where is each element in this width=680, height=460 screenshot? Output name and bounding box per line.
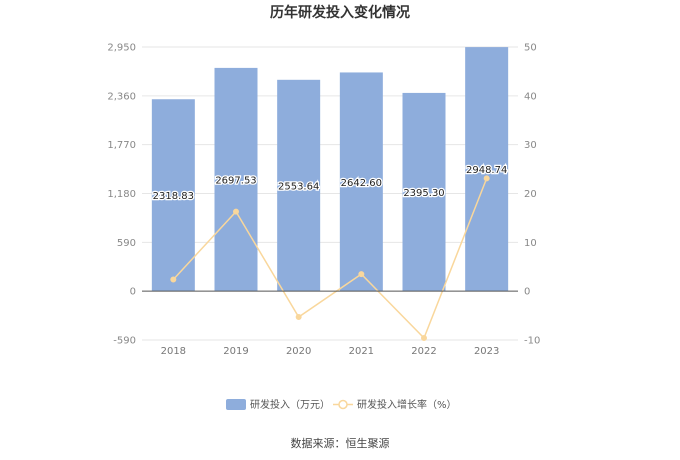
growth-point (421, 335, 427, 342)
axes-layer: -590 0 590 1,180 1,770 2,360 2,950 -10 0 10 20 30 40… (107, 43, 540, 358)
line-layer (170, 175, 490, 342)
x-tick-label: 2018 (161, 346, 186, 357)
legend: 研发投入（万元） 研发投入增长率（%） (226, 398, 457, 411)
y-left-tick-label: -590 (113, 336, 136, 347)
bar (339, 72, 383, 292)
y-left-tick-label: 0 (130, 287, 136, 298)
y-right-tick-label: -10 (524, 336, 540, 347)
y-left-tick-label: 2,950 (107, 43, 136, 54)
bar-data-label: 2553.64 (278, 181, 319, 192)
bar-data-label: 2697.53 (215, 176, 256, 187)
bar-data-label: 2395.30 (403, 188, 444, 199)
y-right-tick-label: 40 (524, 91, 537, 102)
legend-swatch-marker (338, 399, 348, 410)
legend-label-bar: 研发投入（万元） (250, 398, 330, 411)
x-tick-label: 2019 (223, 346, 248, 357)
bar-data-label: 2642.60 (341, 178, 382, 189)
growth-point (233, 208, 239, 215)
data-source: 数据来源：恒生聚源 (291, 436, 390, 450)
legend-label-line: 研发投入增长率（%） (357, 398, 457, 411)
growth-line (172, 178, 488, 340)
x-tick-label: 2020 (286, 346, 311, 357)
growth-point (483, 175, 490, 182)
labels-layer: 2318.83 2697.53 2553.64 2642.60 2395.30 2948.… (151, 164, 508, 204)
growth-point (358, 271, 365, 278)
y-right-tick-label: 50 (524, 43, 537, 54)
bars-layer (151, 47, 509, 292)
bar (214, 67, 258, 292)
x-tick-label: 2021 (349, 346, 374, 357)
y-left-tick-label: 1,180 (107, 189, 136, 200)
grid-layer (142, 46, 518, 341)
x-tick-label: 2022 (411, 346, 436, 357)
x-tick-label: 2023 (474, 346, 499, 357)
growth-point (295, 314, 302, 321)
chart-title: 历年研发投入变化情况 (270, 4, 410, 21)
legend-swatch-bar (226, 399, 246, 410)
y-left-tick-label: 1,770 (107, 140, 136, 151)
y-right-tick-label: 30 (524, 140, 537, 151)
bar (402, 92, 446, 292)
bar (465, 47, 509, 292)
bar-data-label: 2318.83 (153, 191, 194, 202)
y-left-tick-label: 590 (117, 238, 136, 249)
bar (277, 79, 321, 292)
bar-data-label: 2948.74 (466, 165, 507, 176)
growth-point (170, 276, 177, 283)
y-right-tick-label: 20 (524, 189, 537, 200)
bar (151, 99, 195, 292)
y-right-tick-label: 0 (524, 287, 530, 298)
y-right-tick-label: 10 (524, 238, 537, 249)
y-left-tick-label: 2,360 (107, 91, 136, 102)
